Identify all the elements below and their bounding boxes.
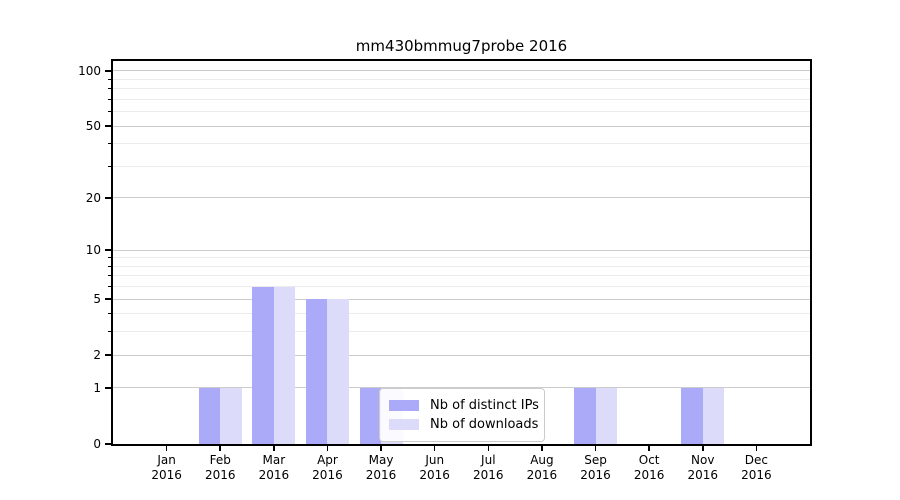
x-tick-mark [755,446,758,451]
y-minor-tick-mark [108,165,111,167]
y-minor-tick-mark [108,98,111,100]
legend-label-downloads: Nb of downloads [430,417,539,432]
bar-nov-downloads [702,387,725,444]
x-tick-mark [326,446,329,451]
minor-gridline [113,257,810,259]
y-tick-label: 10 [85,243,101,258]
bar-layer [113,61,810,444]
bar-apr-downloads [327,299,349,444]
y-tick-mark [105,197,111,199]
bar-mar-distinct-ips [252,286,274,444]
bar-mar-downloads [273,286,296,444]
minor-gridline [113,143,810,145]
y-minor-tick-mark [108,275,111,277]
minor-gridline [113,313,810,315]
minor-gridline [113,78,810,80]
x-tick-label-jun: Jun 2016 [419,453,450,482]
bar-may-distinct-ips [359,387,382,444]
y-tick-label: 0 [93,437,101,451]
y-tick-mark [105,354,111,356]
major-gridline [113,70,810,72]
x-tick-mark [219,446,222,451]
y-tick-mark [105,387,111,389]
minor-gridline [113,286,810,288]
x-tick-label-jan: Jan 2016 [151,453,182,482]
bar-feb-distinct-ips [198,387,221,444]
minor-gridline [113,88,810,90]
major-gridline [113,387,810,389]
x-tick-mark [273,446,275,451]
y-tick-label: 50 [85,119,101,134]
x-tick-mark [487,446,490,451]
minor-gridline [113,331,810,333]
x-tick-label-may: May 2016 [365,453,397,482]
x-tick-label-mar: Mar 2016 [258,453,290,482]
x-tick-label-nov: Nov 2016 [687,453,719,482]
minor-gridline [113,165,810,167]
y-minor-tick-mark [108,313,111,315]
bar-sep-distinct-ips [574,387,596,444]
chart-title: mm430bmmug7probe 2016 [355,37,568,55]
x-tick-label-sep: Sep 2016 [580,453,611,482]
x-tick-mark [541,446,543,451]
y-tick-mark [105,69,111,72]
y-tick-label: 100 [78,63,101,78]
x-tick-label-jul: Jul 2016 [473,453,504,482]
bar-apr-distinct-ips [305,299,328,444]
x-tick-label-dec: Dec 2016 [741,453,772,482]
legend-item-distinct-ips: Nb of distinct IPs [389,396,539,415]
y-tick-mark [105,125,111,127]
y-minor-tick-mark [108,111,111,113]
x-tick-mark [380,446,382,451]
y-minor-tick-mark [108,265,111,267]
y-tick-mark [105,249,111,251]
y-minor-tick-mark [108,88,111,90]
legend-swatch-downloads-icon [389,419,419,430]
major-gridline [113,249,810,251]
y-tick-label: 20 [85,190,101,205]
major-gridline [113,298,810,300]
minor-gridline [113,275,810,277]
x-tick-label-feb: Feb 2016 [204,453,236,482]
x-tick-mark [165,446,168,451]
minor-gridline [113,111,810,113]
y-tick-label: 2 [93,348,101,363]
x-tick-label-oct: Oct 2016 [633,453,665,482]
y-tick-label: 1 [93,380,101,395]
x-tick-label-apr: Apr 2016 [312,453,343,482]
legend-item-downloads: Nb of downloads [389,415,539,434]
major-gridline [113,197,810,199]
y-tick-mark [105,443,111,445]
y-minor-tick-mark [108,331,111,333]
y-minor-tick-mark [108,286,111,288]
minor-gridline [113,265,810,267]
y-minor-tick-mark [108,78,111,80]
y-tick-label: 5 [93,292,101,307]
y-minor-tick-mark [108,257,111,259]
x-tick-label-aug: Aug 2016 [526,453,558,482]
minor-gridline [113,98,810,100]
bar-feb-downloads [220,387,242,444]
x-tick-mark [701,446,704,451]
x-tick-mark [648,446,650,451]
major-gridline [113,125,810,127]
x-tick-mark [433,446,436,451]
grid-layer [113,61,810,444]
bar-nov-distinct-ips [681,387,703,444]
y-tick-mark [105,298,111,300]
x-tick-mark [594,446,597,451]
plot-area: Nb of distinct IPs Nb of downloads [111,59,812,446]
major-gridline [113,354,810,356]
legend-label-distinct-ips: Nb of distinct IPs [430,398,539,413]
bar-sep-downloads [595,387,618,444]
y-minor-tick-mark [108,143,111,145]
legend-swatch-distinct-ips-icon [389,400,419,411]
legend: Nb of distinct IPs Nb of downloads [379,388,545,442]
